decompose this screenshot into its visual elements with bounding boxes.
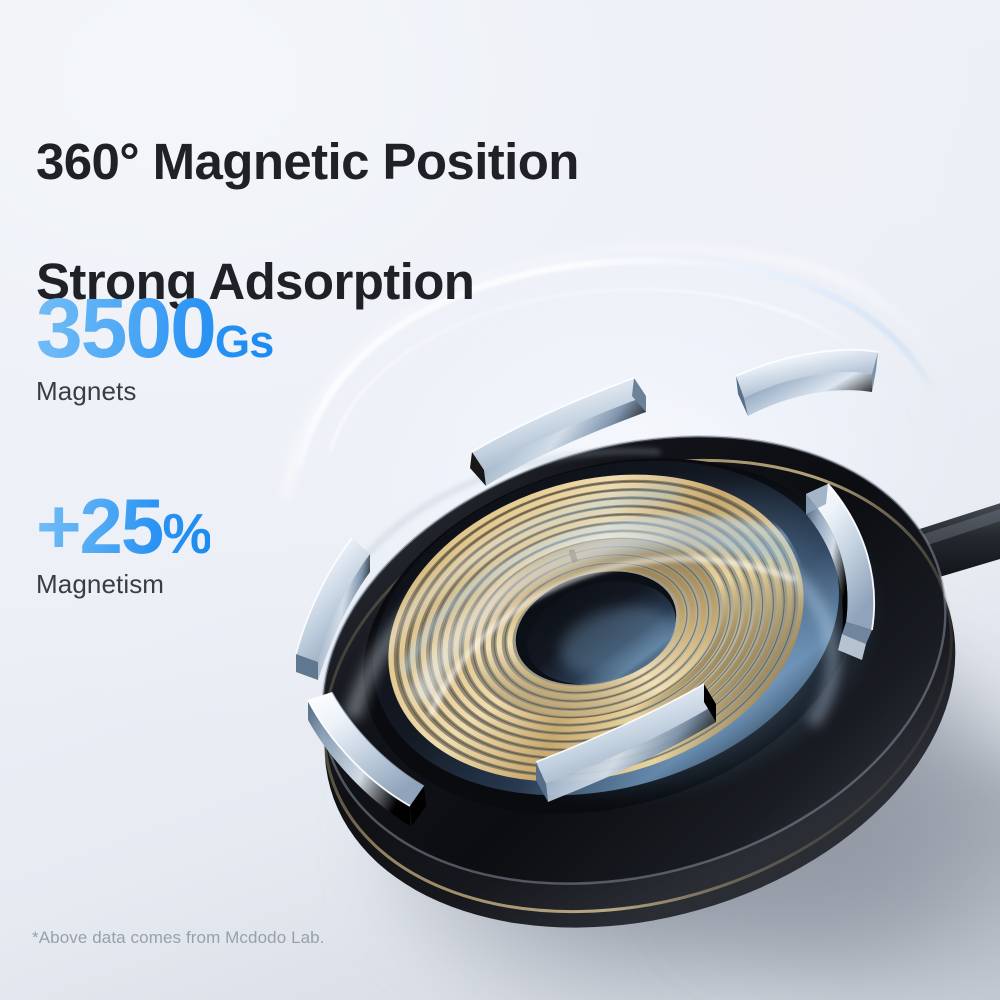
- headline-line-2: Strong Adsorption: [36, 253, 475, 310]
- charger-puck: [321, 435, 956, 928]
- product-drop-shadow: [254, 486, 1000, 1000]
- light-arc-glow: [399, 515, 810, 718]
- stat-magnets-unit: Gs: [214, 316, 274, 367]
- stat-magnetism-number: +25: [36, 482, 163, 570]
- headline-line-1: 360° Magnetic Position: [36, 133, 579, 190]
- stat-magnets-number: 3500: [36, 281, 215, 375]
- light-arc-outer: [344, 484, 840, 728]
- product-drop-shadow-right: [600, 600, 1000, 1000]
- magnet-segment-3: [295, 537, 370, 680]
- magnet-segment-2: [735, 349, 879, 416]
- magnet-segment-6: [806, 483, 876, 660]
- footnote-disclaimer: *Above data comes from Mcdodo Lab.: [32, 928, 325, 947]
- stat-magnetism-unit: %: [162, 502, 211, 565]
- page-title: 360° Magnetic Position Strong Adsorption: [36, 72, 579, 372]
- stat-magnets-value: 3500Gs: [36, 286, 273, 370]
- stat-magnetism-value: +25%: [36, 487, 210, 565]
- magnet-segment-1: [470, 377, 646, 486]
- stat-magnetism-label: Magnetism: [36, 569, 165, 599]
- stat-magnetism: +25% Magnetism: [36, 487, 210, 600]
- blue-glow: [434, 473, 886, 807]
- magnet-segment-5: [535, 683, 716, 802]
- stat-magnets-label: Magnets: [36, 376, 137, 406]
- charger-cable: [742, 503, 1000, 634]
- corner-shadow-gradient: [690, 770, 1000, 1000]
- coil-recess: [363, 458, 857, 814]
- magnet-segment-4: [307, 691, 426, 826]
- stat-magnets: 3500Gs Magnets: [36, 286, 273, 407]
- wireless-charging-coil: [388, 474, 804, 782]
